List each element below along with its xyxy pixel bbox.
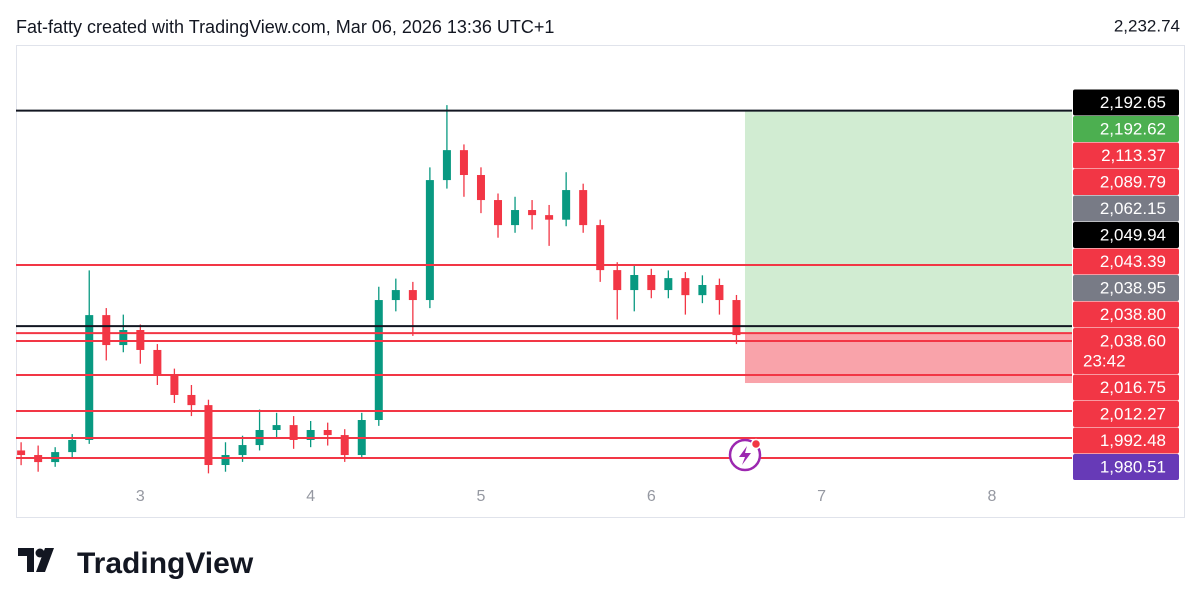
candle-body — [545, 215, 554, 220]
candle-body — [340, 435, 349, 456]
candle-body — [68, 439, 77, 453]
price-badge-label: 2,012.27 — [1100, 404, 1166, 423]
alert-icon[interactable] — [728, 438, 762, 472]
x-tick-label: 8 — [987, 488, 996, 505]
candle-body — [272, 425, 281, 430]
candle-body — [630, 275, 639, 291]
chart-frame — [16, 45, 1185, 518]
brand-name: TradingView — [77, 547, 254, 580]
candle-body — [204, 405, 213, 466]
candle-body — [562, 190, 571, 220]
candle-body — [613, 270, 622, 291]
candle-body — [664, 278, 673, 291]
x-tick-label: 5 — [477, 488, 486, 505]
price-badge-label: 2,113.37 — [1101, 146, 1166, 165]
candle-body — [698, 284, 707, 296]
chart-title: Fat-fatty created with TradingView.com, … — [16, 17, 554, 37]
price-badge-label: 2,038.60 — [1100, 331, 1166, 350]
y-tick-label: 2,232.74 — [1114, 16, 1180, 35]
candle-body — [221, 455, 230, 466]
price-badge-label: 2,043.39 — [1100, 252, 1166, 271]
candle-body — [408, 290, 417, 301]
price-badge-label: 2,089.79 — [1100, 172, 1166, 191]
price-badge — [1073, 401, 1179, 427]
candle-body — [494, 200, 503, 226]
price-badge — [1073, 142, 1179, 169]
profit-zone — [744, 110, 1072, 334]
x-tick-label: 7 — [817, 488, 826, 505]
price-badge — [1073, 328, 1179, 374]
price-badge — [1073, 301, 1179, 328]
candle-body — [715, 284, 724, 301]
x-tick-label: 3 — [136, 488, 145, 505]
candle-body — [289, 425, 298, 440]
price-badge — [1073, 116, 1179, 142]
candle-body — [374, 300, 383, 421]
price-badge-label: 1,980.51 — [1100, 457, 1166, 476]
candle-body — [681, 278, 690, 296]
price-badge — [1073, 374, 1179, 401]
brand-logo — [18, 548, 54, 572]
price-badge-label: 2,192.62 — [1100, 119, 1166, 138]
countdown-label: 23:42 — [1083, 351, 1126, 370]
candle-body — [153, 349, 162, 376]
candle-body — [306, 429, 315, 440]
candle-body — [238, 445, 247, 456]
price-badge — [1073, 195, 1179, 222]
candle-body — [170, 375, 179, 395]
candle-body — [425, 180, 434, 301]
price-badge-label: 2,049.94 — [1100, 225, 1166, 244]
price-badge-label: 2,192.65 — [1100, 93, 1166, 112]
candle-body — [732, 300, 741, 336]
price-badge-label: 2,038.80 — [1100, 305, 1166, 324]
price-badge — [1073, 454, 1179, 480]
x-tick-label: 6 — [647, 488, 656, 505]
candle-body — [647, 275, 656, 291]
price-badge — [1073, 427, 1179, 454]
price-badge-label: 1,992.48 — [1100, 431, 1166, 450]
candle-body — [528, 210, 537, 216]
candle-body — [476, 175, 485, 201]
price-badge — [1073, 222, 1179, 248]
price-badge — [1073, 248, 1179, 275]
candle-body — [102, 315, 111, 346]
candle-body — [17, 450, 26, 456]
price-badge — [1073, 169, 1179, 195]
x-tick-label: 4 — [306, 488, 315, 505]
price-badge-label: 2,016.75 — [1100, 378, 1166, 397]
candle-body — [323, 429, 332, 436]
candle-body — [511, 210, 520, 226]
candle-body — [119, 329, 128, 346]
candle-body — [579, 190, 588, 226]
candle-body — [85, 315, 94, 440]
price-badge-label: 2,038.95 — [1100, 278, 1166, 297]
price-badge — [1073, 89, 1179, 116]
plot-area — [16, 105, 1072, 474]
candle-body — [459, 150, 468, 176]
candle-body — [187, 394, 196, 406]
price-badge-label: 2,062.15 — [1100, 199, 1166, 218]
candle-body — [442, 150, 451, 181]
price-badge — [1073, 275, 1179, 301]
candle-body — [596, 225, 605, 271]
candle-body — [391, 290, 400, 301]
